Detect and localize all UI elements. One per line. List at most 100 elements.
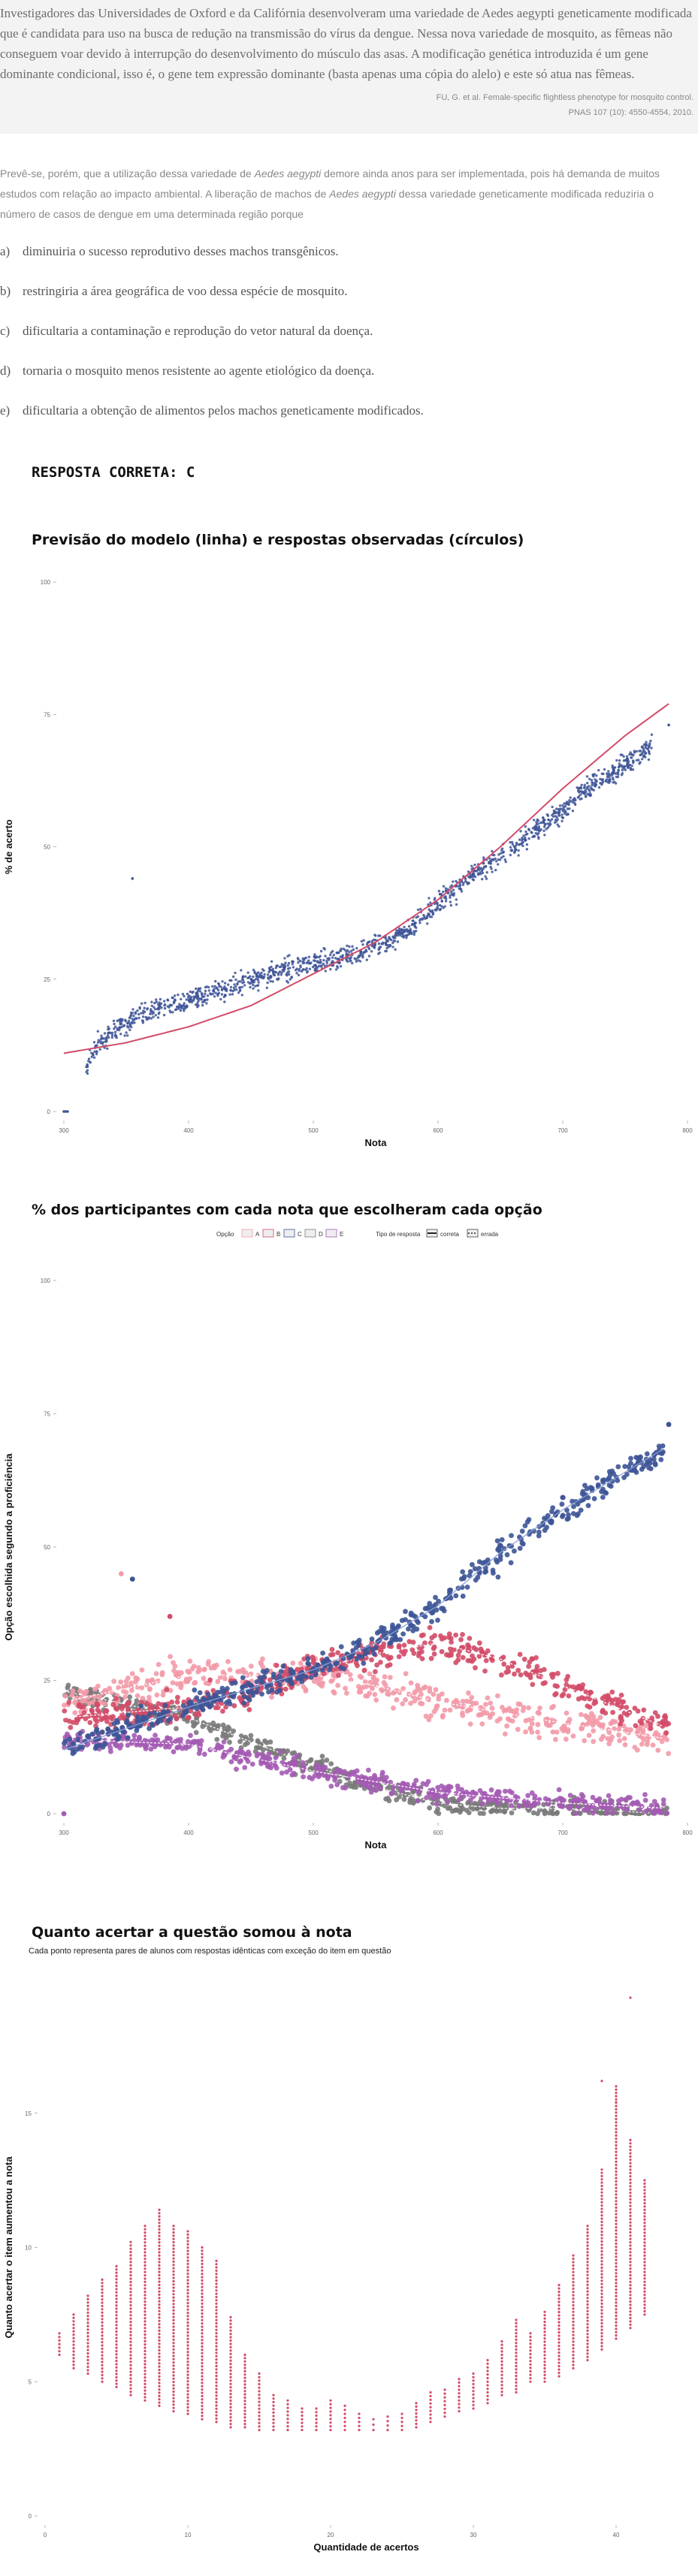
chart3-point (458, 2406, 461, 2409)
chart3-point (243, 2357, 246, 2360)
chart2-point-E (604, 1810, 610, 1816)
chart1-observed-point (261, 968, 264, 971)
chart1-observed-point (573, 798, 576, 802)
chart2-point-A (460, 1699, 466, 1704)
stem-part-1: Prevê-se, porém, que a utilização dessa … (0, 167, 255, 179)
chart1-observed-point (349, 960, 352, 963)
chart3-point (458, 2410, 461, 2413)
chart1-observed-point (292, 966, 295, 969)
option-a[interactable]: a) diminuiria o sucesso reprodutivo desse… (0, 244, 698, 284)
chart1-observed-point (263, 973, 266, 976)
chart1-observed-point (220, 993, 224, 996)
chart3-point (515, 2390, 518, 2394)
chart3-point (86, 2362, 89, 2365)
chart3-point (500, 2370, 503, 2373)
chart3-point (172, 2260, 175, 2264)
chart3-point (358, 2416, 361, 2420)
chart1-observed-point (517, 854, 520, 857)
chart3-point (172, 2257, 175, 2260)
chart3-point (515, 2332, 518, 2335)
chart1-observed-point (313, 953, 316, 956)
chart3-point (229, 2315, 232, 2318)
chart2-point-E (366, 1767, 371, 1773)
option-e[interactable]: e) dificultaria a obtenção de alimentos p… (0, 403, 698, 443)
chart3-point (543, 2373, 546, 2376)
chart1-observed-point (323, 964, 326, 967)
chart2-point-E (545, 1801, 551, 1807)
chart1-observed-point (186, 992, 189, 996)
chart3-point (172, 2377, 175, 2380)
chart3-point (586, 2345, 589, 2348)
chart3-point (72, 2323, 75, 2326)
chart3-point (115, 2372, 118, 2375)
chart2-point-A (382, 1674, 388, 1680)
chart3-point (129, 2357, 132, 2360)
chart1-observed-point (233, 988, 236, 991)
chart3-point (172, 2254, 175, 2257)
chart1-observed-point (206, 994, 210, 997)
chart1-observed-point (282, 964, 285, 967)
chart1-observed-point (600, 782, 603, 785)
chart3-point (215, 2390, 218, 2394)
option-c[interactable]: c) dificultaria a contaminação e reproduç… (0, 324, 698, 363)
chart3-point (586, 2280, 589, 2283)
chart2-point-C (595, 1482, 601, 1488)
chart1-observed-point (612, 781, 615, 784)
chart1-observed-point (232, 975, 235, 979)
chart2-point-A (467, 1721, 473, 1727)
chart3-point (129, 2244, 132, 2247)
chart1-observed-point (343, 949, 346, 952)
chart2-point-B (141, 1709, 147, 1715)
chart2-point-C (150, 1722, 156, 1728)
chart1-observed-point (408, 932, 411, 935)
chart1-observed-point (219, 985, 222, 988)
chart1-observed-point (559, 807, 562, 810)
chart3-point (329, 2429, 332, 2432)
chart2-point-C (499, 1537, 505, 1543)
chart2-point-C (277, 1682, 283, 1688)
chart1-observed-point (278, 965, 282, 969)
chart2-point-E (527, 1802, 533, 1808)
chart3-point (229, 2379, 232, 2382)
chart1-model-line (63, 703, 669, 1054)
chart3-point (101, 2278, 104, 2281)
chart2-point-B (652, 1710, 658, 1715)
chart2-point-B (564, 1677, 570, 1683)
chart1-observed-point (162, 1013, 166, 1017)
chart3-point (129, 2284, 132, 2287)
chart3-point (129, 2317, 132, 2320)
chart2-point-D (457, 1809, 463, 1815)
chart2-point-D (324, 1757, 330, 1763)
chart3-point (557, 2300, 561, 2303)
chart2-point-B (527, 1659, 533, 1665)
chart3-point (201, 2418, 204, 2421)
chart3-point (144, 2277, 147, 2280)
chart1-observed-point (416, 915, 420, 918)
chart2-point-B (523, 1670, 529, 1676)
chart2-point-C (658, 1450, 664, 1456)
chart3-point (115, 2333, 118, 2336)
chart1-observed-point (518, 843, 521, 846)
chart2-point-A (217, 1675, 223, 1680)
chart2-point-E (556, 1787, 562, 1793)
chart3-point (115, 2268, 118, 2271)
chart3-point (172, 2244, 175, 2247)
chart1-y-axis-label: % de acerto (3, 819, 14, 874)
chart2-point-B (559, 1693, 565, 1699)
chart3-point (201, 2256, 204, 2259)
option-d[interactable]: d) tornaria o mosquito menos resistente a… (0, 363, 698, 403)
chart1-observed-point (605, 778, 609, 781)
chart1-observed-point (367, 955, 371, 958)
chart3-point (172, 2318, 175, 2321)
option-b[interactable]: b) restringiria a área geográfica de voo … (0, 284, 698, 324)
chart1-observed-point (499, 852, 502, 855)
chart1-observed-point (183, 1009, 186, 1012)
chart1-observed-point (283, 965, 287, 968)
chart1-observed-point (452, 894, 455, 897)
chart3-point (101, 2294, 104, 2297)
chart1-observed-point (530, 831, 533, 834)
chart2-point-E (490, 1797, 496, 1802)
chart3-point (472, 2393, 475, 2396)
chart3-point (229, 2329, 232, 2332)
chart1-observed-point (492, 858, 495, 861)
